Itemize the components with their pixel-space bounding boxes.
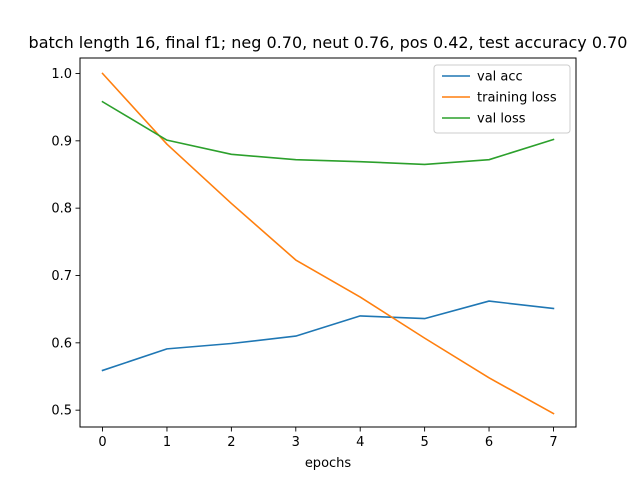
x-tick-label: 1 <box>163 435 171 450</box>
x-tick-label: 5 <box>420 435 428 450</box>
legend-label: val acc <box>477 70 523 85</box>
x-tick-label: 4 <box>356 435 364 450</box>
legend: val acc training loss val loss <box>433 64 571 134</box>
x-tick-label: 2 <box>227 435 235 450</box>
legend-box <box>433 64 571 134</box>
legend-label: val loss <box>477 112 526 127</box>
y-tick-label: 0.9 <box>51 134 72 149</box>
x-axis-label: epochs <box>305 456 352 471</box>
x-tick-label: 0 <box>98 435 106 450</box>
plot-frame <box>79 57 577 428</box>
x-axis-ticks: 0 1 2 3 4 5 6 7 <box>98 427 558 450</box>
y-tick-label: 0.6 <box>51 336 72 351</box>
x-tick-label: 6 <box>485 435 493 450</box>
y-tick-label: 0.5 <box>51 404 72 419</box>
chart-title: batch length 16, final f1; neg 0.70, neu… <box>29 33 628 52</box>
y-tick-label: 0.8 <box>51 202 72 217</box>
series-line-val-acc <box>101 300 555 372</box>
series-line-val-loss <box>101 100 555 166</box>
series-line-training-loss <box>101 72 555 415</box>
legend-label: training loss <box>477 91 557 106</box>
x-tick-label: 7 <box>549 435 557 450</box>
plot-lines <box>101 72 555 415</box>
x-tick-label: 3 <box>292 435 300 450</box>
y-axis-ticks: 0.5 0.6 0.7 0.8 0.9 1.0 <box>51 67 80 419</box>
y-tick-label: 1.0 <box>51 67 72 82</box>
y-tick-label: 0.7 <box>51 269 72 284</box>
